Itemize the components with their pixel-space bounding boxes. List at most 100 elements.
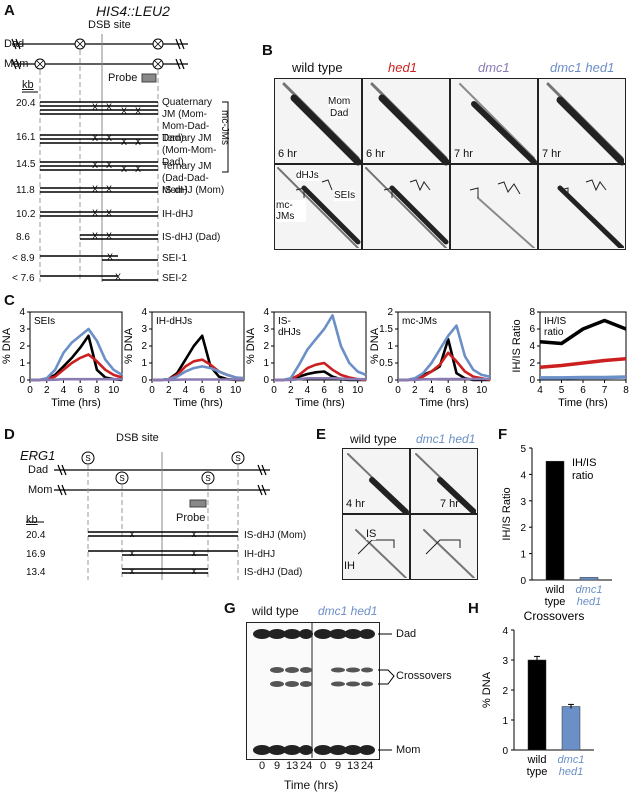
y-axis-label: % DNA (1, 327, 13, 364)
gel-blot (450, 164, 538, 250)
y-tick-label: 4 (520, 470, 526, 481)
x-axis-label: Time (hrs) (558, 397, 608, 409)
x-tick-label: 5 (559, 385, 565, 396)
svg-text:X: X (121, 137, 127, 147)
x-tick-label: 10 (108, 385, 120, 396)
svg-text:X: X (92, 208, 98, 218)
col-label-dmc1-hed1: dmc1 hed1 (318, 604, 378, 618)
lane-label: 9 (274, 760, 281, 772)
x-tick-label: 6 (445, 385, 451, 396)
y-tick-label: 3 (19, 324, 25, 335)
x-tick-label: 4 (537, 385, 543, 396)
probe-box (141, 73, 157, 83)
y-axis-label: IH/IS Ratio (501, 487, 513, 540)
kb-value: 13.4 (26, 567, 46, 578)
col-label-dmc1: dmc1 (478, 60, 510, 75)
svg-text:X: X (92, 160, 98, 170)
y-tick-label: 2 (19, 341, 25, 352)
y-axis-label: % DNA (481, 671, 493, 708)
x-tick-label: 0 (271, 385, 277, 396)
chart-title: ratio (544, 327, 564, 338)
x-tick-label: 2 (166, 385, 172, 396)
series-line (539, 357, 627, 370)
kb-value: < 8.9 (12, 253, 35, 264)
bar (545, 460, 565, 581)
time-label: 7 hr (542, 148, 561, 160)
y-tick-label: 5 (520, 444, 526, 455)
kb-value: 10.2 (16, 209, 36, 220)
x-tick-label: dmc1 (576, 584, 603, 596)
kb-value: 11.8 (16, 185, 35, 196)
x-tick-label: 10 (352, 385, 364, 396)
kb-label: kb (26, 514, 38, 526)
x-tick-label: hed1 (559, 766, 583, 778)
species-label: Quaternary JM (Mom-Mom-Dad-Dad) (162, 97, 213, 144)
y-tick-label: 1 (387, 341, 393, 352)
chart-title: IS- (278, 316, 291, 327)
species-label: IH-dHJ (244, 549, 276, 560)
panel-c-letter: C (4, 292, 15, 309)
panel-a-title: HIS4::LEU2 (96, 3, 170, 19)
dad-label: Dad (28, 464, 49, 476)
svg-text:x: x (130, 548, 135, 558)
y-tick-label: 0 (502, 746, 508, 757)
svg-text:X: X (135, 137, 141, 147)
bar (579, 577, 599, 581)
species-label: IS-dHJ (Dad) (244, 567, 303, 578)
y-tick-label: 1 (141, 358, 147, 369)
time-label: 4 hr (346, 498, 365, 510)
time-label: 6 hr (366, 148, 385, 160)
lane-label: 0 (320, 760, 327, 772)
y-axis-label: IH/IS Ratio (511, 319, 523, 372)
mom-band-label: Mom (396, 744, 421, 756)
ih-label: IH (344, 560, 355, 572)
gel-blot (410, 514, 478, 580)
panel-f-letter: F (498, 426, 508, 443)
y-tick-label: 3 (520, 497, 526, 508)
time-label: 7 hr (440, 498, 459, 510)
svg-text:X: X (121, 106, 127, 116)
y-tick-label: 1 (19, 358, 25, 369)
svg-text:X: X (92, 133, 98, 143)
x-tick-label: type (527, 766, 548, 778)
kb-value: < 7.6 (12, 273, 35, 284)
y-tick-label: 2 (529, 358, 535, 369)
dhjs-annotation: dHJs (296, 170, 319, 181)
x-tick-label: 8 (338, 385, 344, 396)
svg-text:x: x (192, 529, 197, 539)
y-tick-label: 0.5 (379, 358, 393, 369)
col-label-wild-type: wild type (252, 604, 299, 618)
panel-g-letter: G (224, 600, 236, 617)
series-line (274, 314, 367, 382)
lane-label: 0 (259, 760, 266, 772)
col-label-dmc1-hed1: dmc1 hed1 (416, 432, 476, 446)
y-tick-label: 8 (529, 307, 535, 318)
probe-label: Probe (176, 512, 206, 524)
mc-jms-annotation: mc-JMs (276, 200, 306, 222)
x-tick-label: 4 (61, 385, 67, 396)
x-tick-label: 2 (44, 385, 50, 396)
x-tick-label: 0 (27, 385, 33, 396)
y-tick-label: 0 (19, 375, 25, 386)
svg-text:X: X (92, 184, 98, 194)
y-tick-label: 4 (529, 341, 535, 352)
species-label: IS-dHJ (Mom) (244, 530, 307, 541)
mc-jms-bracket-label: mc-JMs (219, 110, 230, 145)
dsb-site-label: DSB site (116, 432, 159, 444)
is-label: IS (366, 528, 377, 540)
svg-text:X: X (115, 272, 121, 282)
y-tick-label: 1 (263, 358, 269, 369)
x-tick-label: 0 (395, 385, 401, 396)
chart-title: Crossovers (524, 609, 585, 623)
panel-d-title: ERG1 (20, 448, 56, 463)
lane-label: 13 (286, 760, 299, 772)
svg-text:x: x (192, 566, 197, 576)
x-tick-label: 4 (183, 385, 189, 396)
lane-label: 9 (335, 760, 342, 772)
y-tick-label: 1.5 (379, 324, 393, 335)
time-label: 6 hr (278, 148, 297, 160)
x-tick-label: 4 (429, 385, 435, 396)
svg-text:X: X (92, 102, 98, 112)
